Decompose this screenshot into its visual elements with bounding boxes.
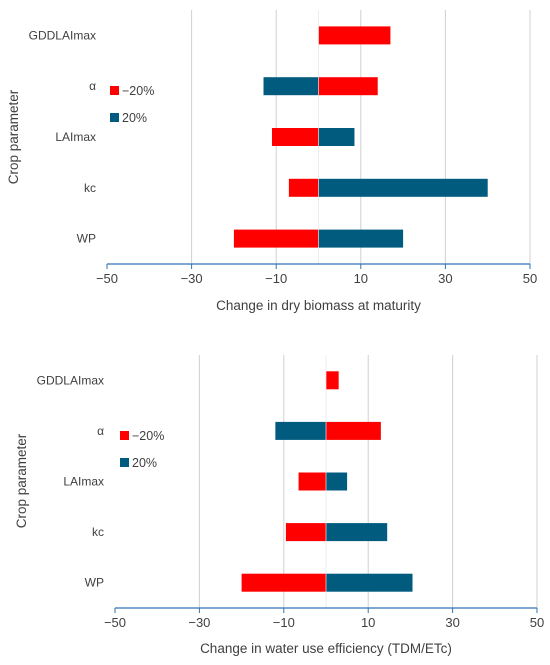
- legend-swatch: [110, 86, 119, 95]
- category-label: GDDLAImax: [37, 373, 104, 387]
- x-tick-label: 30: [438, 271, 452, 286]
- x-axis-title: Change in water use efficiency (TDM/ETc): [200, 641, 452, 656]
- x-tick-label: −30: [181, 271, 203, 286]
- legend: −20% 20%: [120, 429, 164, 470]
- bar: [326, 573, 413, 592]
- x-tick-label: 50: [523, 271, 537, 286]
- category-label: WP: [77, 232, 96, 246]
- x-tick-label: 10: [354, 271, 368, 286]
- legend-label: 20%: [122, 111, 147, 125]
- bar: [271, 128, 319, 146]
- category-label: GDDLAImax: [29, 28, 96, 42]
- category-label: α: [89, 79, 96, 93]
- category-label: LAImax: [55, 130, 96, 144]
- y-axis-title: Crop parameter: [6, 89, 21, 184]
- category-label: kc: [84, 181, 96, 195]
- bar: [241, 573, 326, 592]
- category-label: α: [97, 424, 104, 438]
- category-label: WP: [85, 576, 104, 590]
- bar: [318, 178, 488, 197]
- x-tick-label: −30: [188, 615, 210, 630]
- bar: [318, 77, 378, 96]
- x-tick-label: −10: [265, 271, 287, 286]
- bar: [326, 421, 381, 440]
- bar: [326, 371, 339, 390]
- category-label: kc: [92, 525, 104, 539]
- legend-swatch: [120, 458, 129, 467]
- chart-2: GDDLAImax α LAImax kc WP −50 −30 −10 10 30 50 Chang…: [14, 355, 544, 656]
- legend-label: −20%: [122, 84, 154, 98]
- legend-label: −20%: [132, 429, 164, 443]
- chart-1: GDDLAImax α LAImax kc WP −50 −30 −10 10 30 50 Chang…: [6, 10, 537, 313]
- x-tick-label: 10: [361, 615, 375, 630]
- x-tick-label: 50: [530, 615, 544, 630]
- legend-label: 20%: [132, 456, 157, 470]
- bar: [326, 472, 348, 491]
- legend: −20% 20%: [110, 84, 154, 125]
- legend-swatch: [110, 113, 119, 122]
- bar: [318, 229, 404, 248]
- bar: [298, 472, 326, 491]
- bar: [233, 229, 319, 248]
- bar: [275, 421, 326, 440]
- bar: [326, 523, 388, 542]
- x-tick-label: −50: [104, 615, 126, 630]
- x-tick-label: 30: [445, 615, 459, 630]
- bar: [263, 77, 319, 96]
- legend-swatch: [120, 431, 129, 440]
- x-tick-label: −10: [273, 615, 295, 630]
- category-label: LAImax: [63, 475, 104, 489]
- y-axis-title: Crop parameter: [14, 433, 29, 528]
- x-axis-title: Change in dry biomass at maturity: [216, 298, 421, 313]
- x-tick-label: −50: [96, 271, 118, 286]
- bar: [288, 178, 319, 197]
- bar: [285, 523, 326, 542]
- bar: [318, 26, 391, 45]
- bar: [318, 128, 355, 146]
